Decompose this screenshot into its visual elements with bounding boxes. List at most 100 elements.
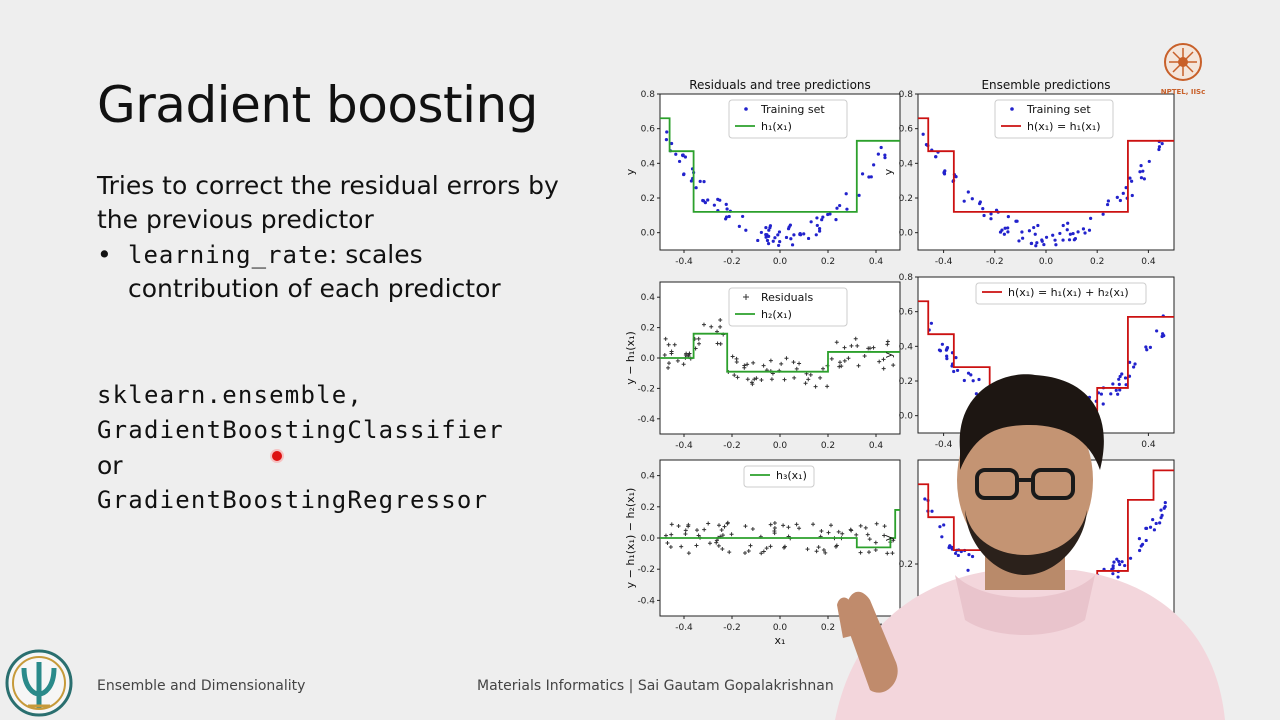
- residual-point: [854, 532, 859, 537]
- training-point: [725, 207, 729, 211]
- residual-point: [718, 341, 723, 346]
- training-point: [835, 206, 839, 210]
- training-point: [883, 156, 887, 160]
- residual-point: [881, 366, 886, 371]
- residual-point: [718, 318, 723, 323]
- training-point: [1066, 221, 1070, 225]
- residual-point: [813, 384, 818, 389]
- training-point: [955, 368, 960, 373]
- residual-point: [803, 381, 808, 386]
- training-point: [1003, 226, 1007, 230]
- residual-point: [791, 360, 796, 365]
- x-tick-label: 0.2: [821, 257, 835, 267]
- residual-point: [732, 373, 737, 378]
- training-point: [1087, 228, 1092, 232]
- residual-point: [669, 522, 674, 527]
- residual-point: [761, 363, 766, 368]
- training-point: [1145, 348, 1149, 352]
- residual-point: [816, 545, 821, 550]
- y-axis-label: y: [624, 168, 637, 175]
- y-tick-label: 0.2: [641, 503, 655, 513]
- training-point: [942, 172, 947, 176]
- residual-point: [742, 363, 747, 368]
- residual-point: [707, 541, 712, 546]
- residual-point: [769, 377, 774, 382]
- training-point: [1141, 169, 1145, 173]
- x-tick-label: -0.2: [723, 623, 741, 633]
- training-point: [1042, 242, 1046, 247]
- training-point: [962, 378, 966, 383]
- residual-point: [683, 528, 688, 533]
- training-point: [1036, 223, 1040, 228]
- training-point: [674, 152, 678, 156]
- residual-point: [706, 521, 711, 526]
- residual-point: [735, 375, 740, 380]
- residual-point: [873, 547, 878, 552]
- bullet-mark: •: [97, 240, 112, 269]
- residual-point: [818, 375, 823, 380]
- training-point: [967, 552, 971, 557]
- training-point: [792, 233, 796, 237]
- residual-point: [806, 377, 811, 382]
- legend-label: Training set: [760, 103, 825, 116]
- training-point: [1006, 215, 1010, 219]
- training-point: [1000, 228, 1004, 232]
- training-point: [1139, 164, 1143, 168]
- nptel-logo-icon: NPTEL, IISc: [1161, 43, 1205, 96]
- residual-point: [808, 372, 813, 377]
- residual-point: [725, 520, 730, 525]
- residual-point: [672, 342, 677, 347]
- presenter-video: [835, 374, 1225, 720]
- y-axis-label: y − h₁(x₁): [624, 331, 637, 385]
- training-point: [1029, 241, 1034, 245]
- residual-point: [885, 551, 890, 556]
- residual-point: [730, 354, 735, 359]
- training-point: [969, 373, 973, 377]
- residual-point: [748, 543, 753, 548]
- residual-point: [768, 358, 773, 363]
- residual-point: [839, 364, 844, 369]
- training-point: [809, 220, 813, 224]
- residual-point: [825, 384, 830, 389]
- residual-point: [752, 377, 757, 382]
- x-tick-label: -0.4: [935, 440, 953, 450]
- x-tick-label: 0.4: [1141, 257, 1156, 267]
- residual-point: [701, 322, 706, 327]
- residual-point: [722, 524, 727, 529]
- residual-point: [669, 349, 674, 354]
- residual-point: [676, 524, 681, 529]
- training-point: [1132, 365, 1136, 369]
- training-point: [798, 232, 802, 236]
- training-point: [1144, 526, 1149, 530]
- training-point: [867, 175, 871, 179]
- training-point: [930, 509, 934, 513]
- residual-point: [882, 524, 887, 529]
- training-point: [815, 216, 819, 220]
- residual-point: [683, 531, 688, 536]
- prediction-step-line: [660, 332, 900, 373]
- residual-point: [719, 528, 724, 533]
- legend-label: h₂(x₁): [761, 308, 792, 321]
- y-tick-label: 0.6: [899, 308, 914, 318]
- training-point: [682, 172, 686, 176]
- residual-point: [666, 342, 671, 347]
- y-axis-label: y: [882, 168, 895, 175]
- y-tick-label: 0.4: [641, 159, 656, 169]
- training-point: [1112, 560, 1116, 564]
- residual-point: [716, 543, 721, 548]
- x-tick-label: 0.2: [821, 441, 835, 451]
- training-point: [724, 215, 729, 219]
- training-point: [1106, 199, 1110, 203]
- training-point: [756, 238, 760, 243]
- training-point: [860, 172, 865, 176]
- residual-point: [866, 550, 871, 555]
- training-point: [945, 345, 950, 350]
- training-point: [1139, 176, 1144, 180]
- bullet-text-1: : scales: [328, 240, 423, 269]
- training-point: [1160, 142, 1164, 146]
- x-tick-label: 0.2: [821, 623, 835, 633]
- residual-point: [768, 522, 773, 527]
- training-point: [1058, 231, 1062, 236]
- prediction-step-line: [660, 509, 900, 549]
- training-point: [1128, 556, 1133, 560]
